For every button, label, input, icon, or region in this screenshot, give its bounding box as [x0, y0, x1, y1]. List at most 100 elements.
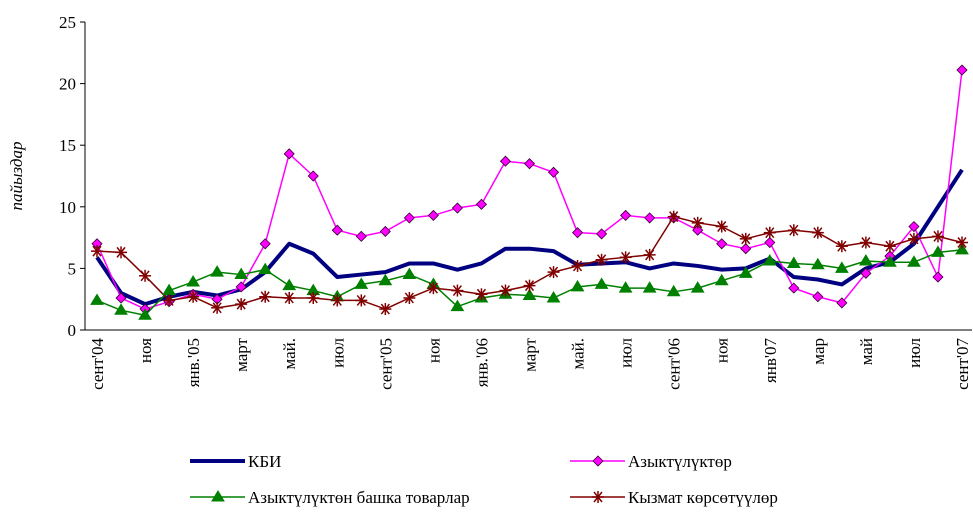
point — [931, 245, 945, 257]
point — [859, 236, 872, 249]
point — [860, 267, 872, 279]
point — [499, 284, 512, 297]
point — [403, 212, 415, 224]
point — [692, 224, 704, 236]
point — [259, 238, 271, 250]
legend-item: Азыктүлүктөр — [570, 452, 732, 471]
x-tick-label: май. — [569, 338, 588, 370]
point — [547, 266, 560, 279]
x-tick-label: сент'06 — [665, 338, 684, 390]
point — [379, 225, 391, 238]
x-tick-label: июл — [617, 337, 636, 367]
point — [740, 243, 752, 255]
point — [932, 271, 944, 283]
x-tick-label: май. — [280, 338, 299, 370]
point — [235, 281, 247, 293]
x-tick-label: ноя — [713, 338, 732, 363]
x-tick-label: июл — [905, 337, 924, 367]
point — [91, 245, 103, 258]
x-tick-label: янв'07 — [761, 338, 780, 384]
point — [210, 265, 225, 277]
point — [620, 209, 632, 221]
point — [499, 155, 512, 167]
point — [595, 253, 608, 266]
x-tick-label: ноя — [136, 338, 155, 363]
point — [523, 158, 536, 170]
x-tick-label: сент'07 — [953, 338, 972, 390]
point — [258, 262, 273, 275]
point — [402, 267, 417, 280]
point — [307, 291, 320, 304]
point — [643, 248, 656, 261]
point — [907, 255, 921, 267]
point — [956, 64, 968, 76]
point — [114, 303, 128, 315]
x-tick-label: июл — [328, 337, 347, 367]
legend-label: Азыктүлүктөн башка товарлар — [248, 488, 470, 507]
point — [642, 281, 657, 293]
legend-item: Кызмат көрсөтүүлөр — [570, 488, 778, 507]
point — [931, 230, 944, 243]
point — [715, 220, 728, 233]
point — [427, 209, 439, 221]
point — [571, 259, 584, 272]
point — [594, 277, 609, 289]
x-tick-label: янв.'06 — [472, 338, 491, 387]
point — [812, 291, 824, 303]
point — [139, 269, 152, 282]
legend-label: Кызмат көрсөтүүлөр — [628, 488, 778, 507]
y-axis-label: пайыздар — [7, 141, 26, 210]
point — [475, 288, 488, 301]
point — [908, 220, 920, 233]
point — [546, 290, 561, 303]
point — [667, 210, 680, 223]
point — [834, 261, 849, 273]
y-tick-label: 20 — [59, 75, 76, 94]
point — [666, 284, 681, 297]
point — [451, 202, 463, 214]
point — [883, 240, 896, 253]
point — [738, 266, 753, 278]
point — [355, 294, 368, 307]
y-tick-label: 10 — [59, 198, 76, 217]
point — [211, 301, 224, 314]
point — [956, 236, 968, 249]
point — [115, 246, 128, 259]
point — [883, 255, 897, 267]
x-tick-label: янв.'05 — [184, 338, 203, 387]
point — [690, 281, 705, 293]
point — [570, 279, 585, 292]
point — [354, 277, 369, 289]
y-tick-label: 25 — [59, 13, 76, 32]
point — [115, 292, 127, 304]
point — [282, 278, 297, 291]
point — [259, 290, 272, 303]
point — [451, 284, 464, 297]
point — [331, 294, 344, 307]
point — [787, 224, 800, 237]
legend-label: Азыктүлүктөр — [628, 452, 732, 471]
point — [907, 232, 920, 245]
point — [547, 166, 560, 178]
point — [691, 216, 704, 229]
point — [283, 148, 295, 160]
point — [283, 291, 296, 304]
y-tick-label: 15 — [59, 136, 76, 155]
point — [378, 273, 393, 286]
x-tick-label: ноя — [424, 338, 443, 363]
legend-marker — [211, 490, 225, 502]
point — [138, 308, 152, 320]
point — [810, 257, 825, 270]
point — [835, 240, 848, 253]
legend-item: Азыктүлүктөн башка товарлар — [190, 488, 470, 507]
point — [859, 254, 873, 266]
legend-marker — [592, 491, 604, 503]
legend-item: КБИ — [190, 452, 281, 471]
point — [450, 299, 465, 312]
point — [163, 294, 176, 307]
point — [403, 291, 416, 304]
point — [234, 267, 249, 280]
point — [618, 281, 633, 293]
